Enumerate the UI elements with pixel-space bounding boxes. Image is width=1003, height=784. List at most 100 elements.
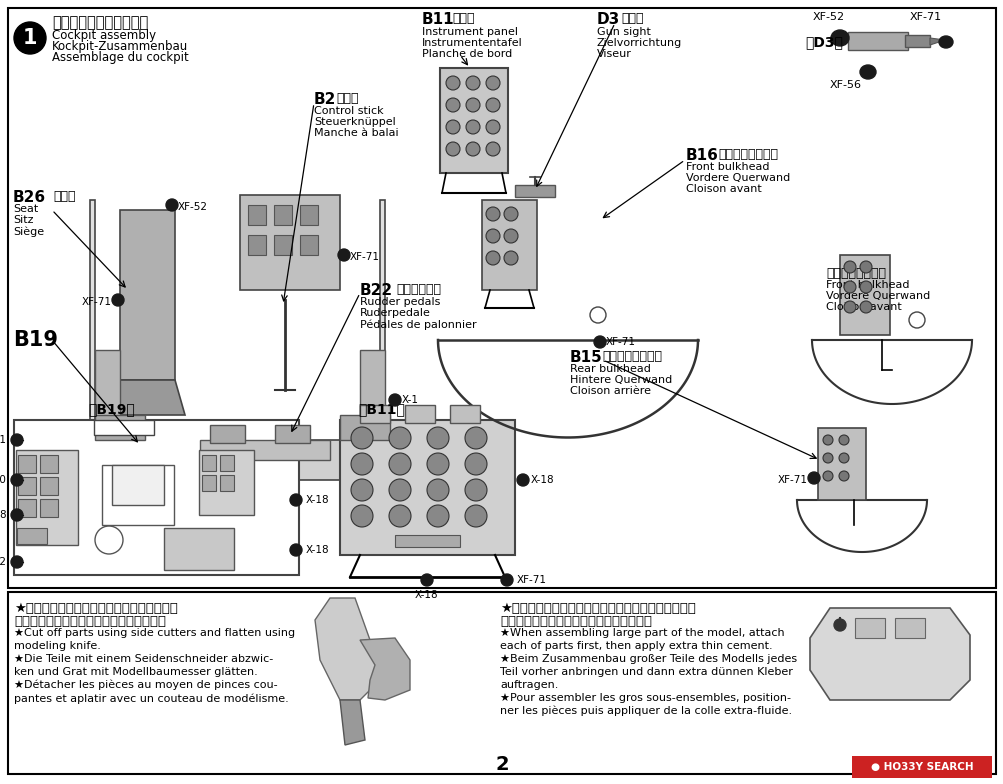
Circle shape (464, 479, 486, 501)
Bar (102, 465, 174, 525)
Text: B15: B15 (570, 350, 602, 365)
Text: ★接着面の大きい部品は組み合わせておいて流し込み: ★接着面の大きい部品は組み合わせておいて流し込み (499, 602, 695, 615)
Bar (248, 235, 266, 255)
Circle shape (351, 453, 373, 475)
Circle shape (112, 294, 124, 306)
Circle shape (500, 574, 513, 586)
Text: ken und Grat mit Modellbaumesser glätten.: ken und Grat mit Modellbaumesser glätten… (14, 667, 258, 677)
Text: B11: B11 (421, 12, 454, 27)
Circle shape (388, 505, 410, 527)
Text: XF-52: XF-52 (0, 557, 7, 567)
Bar (340, 420, 515, 555)
Polygon shape (340, 700, 365, 745)
Bar (840, 255, 889, 335)
Text: B16: B16 (685, 148, 718, 163)
Bar (220, 475, 234, 491)
Circle shape (338, 249, 350, 261)
Text: Planche de bord: Planche de bord (421, 49, 512, 59)
Circle shape (388, 394, 400, 406)
Bar (274, 205, 292, 225)
Text: 照準機: 照準機 (621, 12, 643, 25)
Circle shape (590, 307, 606, 323)
Text: ★Beim Zusammenbau großer Teile des Modells jedes: ★Beim Zusammenbau großer Teile des Model… (499, 654, 796, 664)
Circle shape (464, 505, 486, 527)
Polygon shape (379, 200, 384, 440)
Bar (360, 405, 389, 423)
Bar (40, 477, 58, 495)
Text: Steuerknüppel: Steuerknüppel (314, 117, 395, 127)
Text: Zielvorrichtung: Zielvorrichtung (597, 38, 682, 48)
Text: X-18: X-18 (0, 510, 7, 520)
Text: XF-71: XF-71 (350, 252, 379, 262)
Bar (202, 475, 216, 491)
Text: Cockpit assembly: Cockpit assembly (52, 29, 156, 42)
Text: Hintere Querwand: Hintere Querwand (570, 375, 672, 385)
Circle shape (11, 434, 23, 446)
Bar (210, 425, 245, 443)
Circle shape (11, 509, 23, 521)
Bar (275, 425, 310, 443)
Text: XF-52: XF-52 (178, 202, 208, 212)
Bar (95, 415, 144, 440)
Circle shape (860, 261, 872, 273)
Text: Vordere Querwand: Vordere Querwand (685, 173, 789, 183)
Circle shape (504, 207, 518, 221)
Text: Manche à balai: Manche à balai (314, 128, 398, 138)
Bar (163, 528, 234, 570)
Bar (894, 618, 924, 638)
Circle shape (839, 471, 849, 481)
Circle shape (844, 281, 856, 293)
Bar (481, 200, 537, 290)
Polygon shape (120, 210, 175, 380)
Text: modeling knife.: modeling knife. (14, 641, 100, 651)
Ellipse shape (860, 65, 876, 79)
Bar (17, 528, 47, 544)
Circle shape (822, 435, 832, 445)
Circle shape (426, 453, 448, 475)
Circle shape (844, 301, 856, 313)
Bar (95, 350, 120, 420)
Circle shape (485, 120, 499, 134)
Text: Sitz: Sitz (13, 215, 33, 225)
Circle shape (420, 574, 432, 586)
Polygon shape (110, 380, 185, 415)
Bar (515, 185, 555, 197)
Text: Instrumententafel: Instrumententafel (421, 38, 523, 48)
Circle shape (464, 453, 486, 475)
Circle shape (833, 619, 846, 631)
Circle shape (388, 427, 410, 449)
Circle shape (860, 301, 872, 313)
Text: B19: B19 (13, 330, 58, 350)
Circle shape (485, 142, 499, 156)
Text: 前側バルクヘッド: 前側バルクヘッド (717, 148, 777, 161)
Text: XF-10: XF-10 (0, 475, 7, 485)
Circle shape (445, 76, 459, 90)
Text: X-18: X-18 (306, 495, 329, 505)
Text: コックピットの組み立て: コックピットの組み立て (52, 15, 148, 30)
Text: Ruderpedale: Ruderpedale (360, 308, 430, 318)
Text: XF-71: XF-71 (606, 337, 635, 347)
Text: D3: D3 (597, 12, 620, 27)
Circle shape (860, 281, 872, 293)
Circle shape (908, 312, 924, 328)
Text: ★Die Teile mit einem Seidenschneider abzwic-: ★Die Teile mit einem Seidenschneider abz… (14, 654, 273, 664)
Ellipse shape (938, 36, 952, 48)
Text: 操縦桿: 操縦桿 (336, 92, 358, 105)
Circle shape (594, 336, 606, 348)
Text: ★Pour assembler les gros sous-ensembles, position-: ★Pour assembler les gros sous-ensembles,… (499, 693, 790, 703)
Text: Front bulkhead: Front bulkhead (685, 162, 768, 172)
Text: Assemblage du cockpit: Assemblage du cockpit (52, 51, 189, 64)
Circle shape (426, 479, 448, 501)
Text: ner les pièces puis appliquer de la colle extra-fluide.: ner les pièces puis appliquer de la coll… (499, 706, 791, 717)
Bar (8, 592, 995, 774)
Text: auftragen.: auftragen. (499, 680, 558, 690)
Text: Pédales de palonnier: Pédales de palonnier (360, 319, 476, 329)
Circle shape (822, 453, 832, 463)
Bar (40, 455, 58, 473)
Bar (18, 477, 36, 495)
Text: Front bulkhead: Front bulkhead (825, 280, 909, 290)
Bar (404, 405, 434, 423)
Text: XF-71: XF-71 (82, 297, 112, 307)
Circle shape (11, 474, 23, 486)
Circle shape (388, 453, 410, 475)
